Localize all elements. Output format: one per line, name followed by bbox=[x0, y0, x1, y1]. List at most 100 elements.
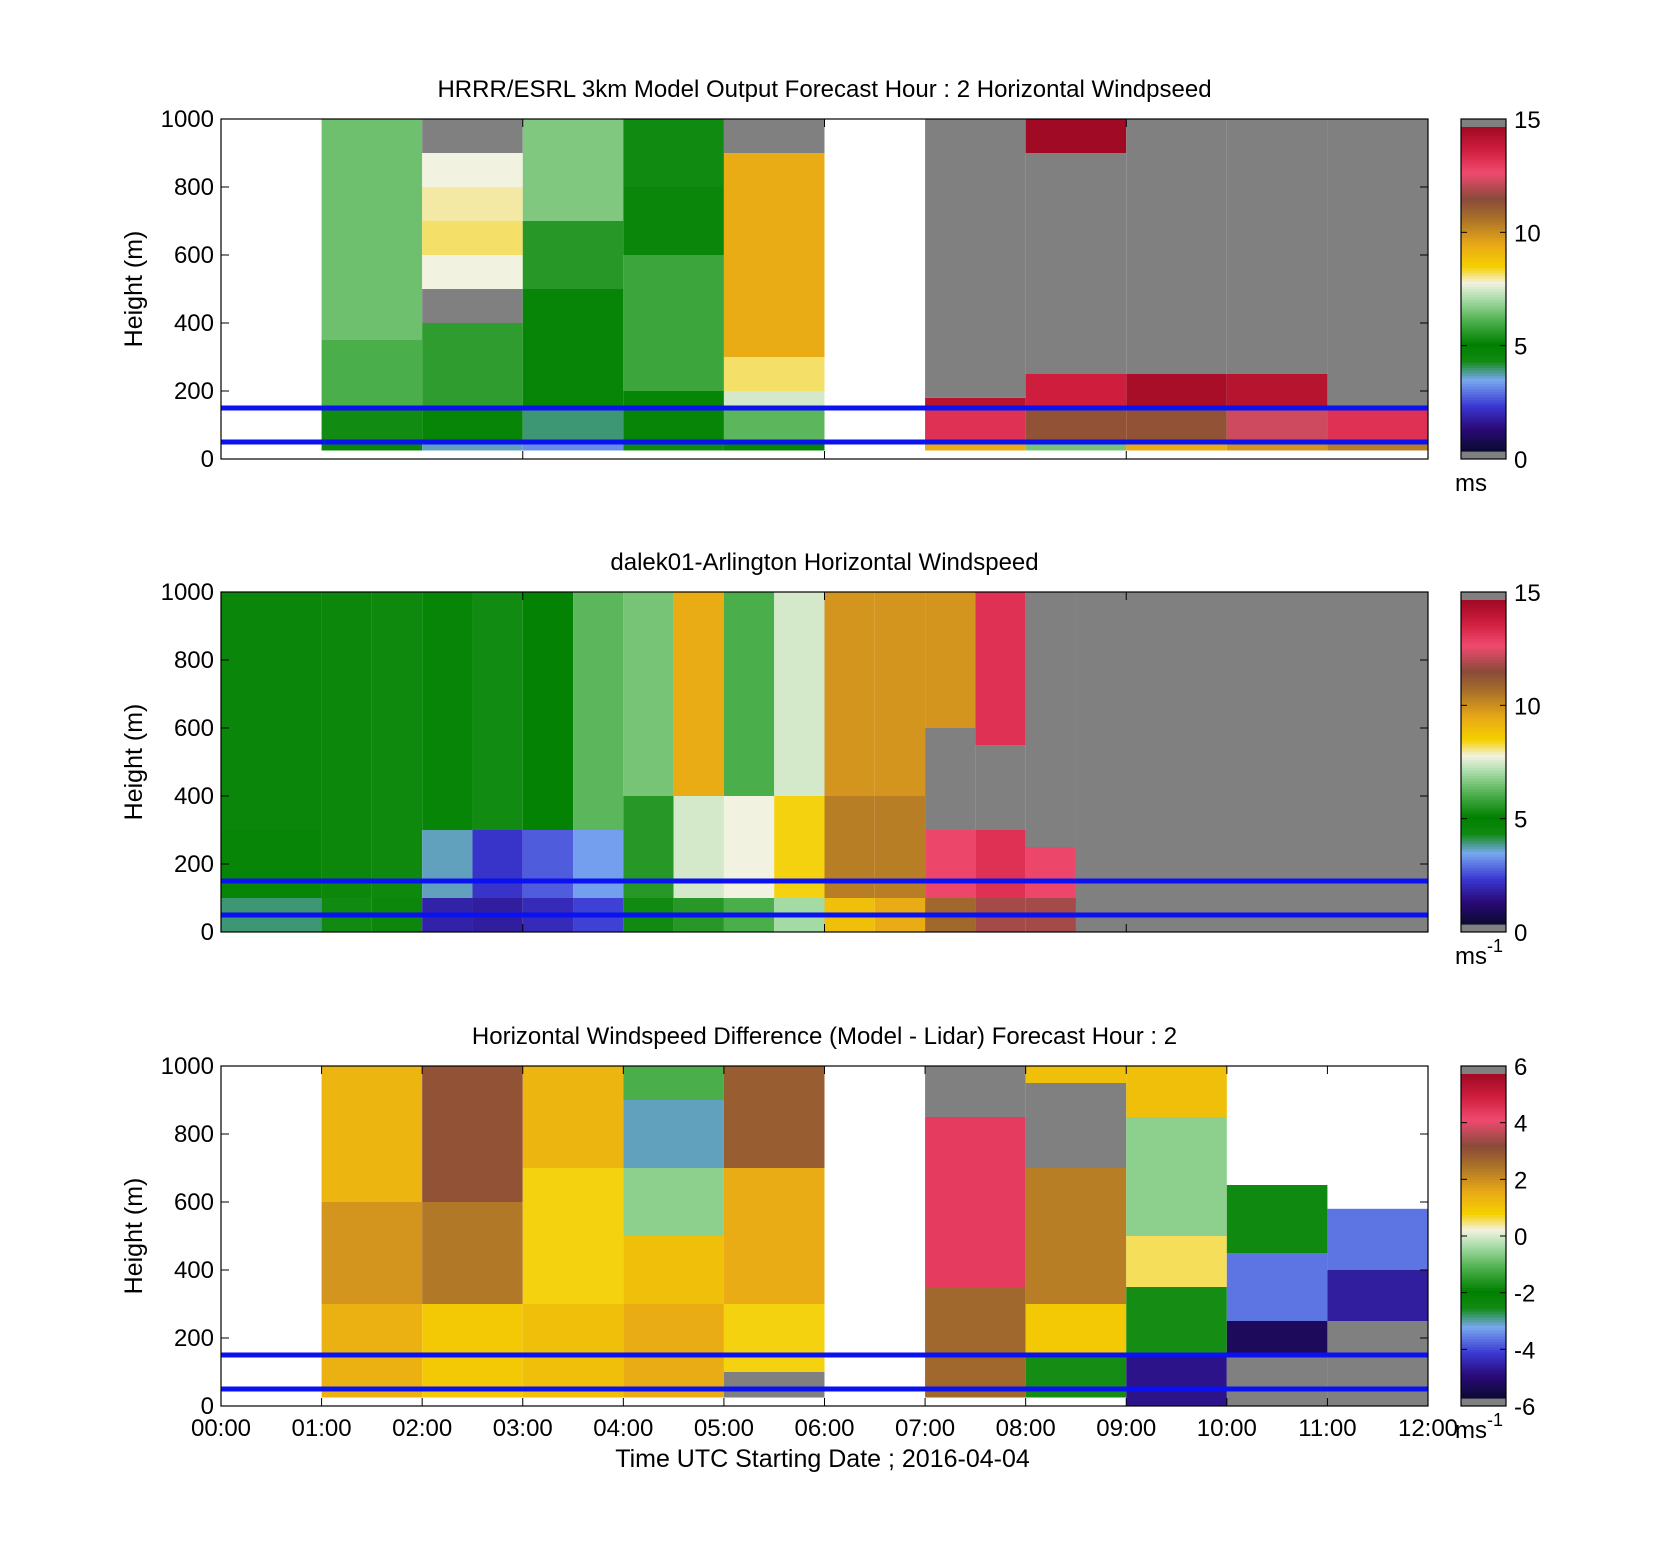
colorbar-cell bbox=[1461, 826, 1506, 831]
colorbar-cell bbox=[1461, 216, 1506, 220]
colorbar-cell bbox=[1461, 1392, 1506, 1396]
colorbar-cell bbox=[1461, 913, 1506, 917]
colorbar-cell bbox=[1461, 318, 1506, 322]
colorbar-cell bbox=[1461, 178, 1506, 182]
heatmap-cell bbox=[723, 1304, 825, 1372]
colorbar-tick-label: 10 bbox=[1514, 693, 1541, 720]
colorbar-cell bbox=[1461, 810, 1506, 814]
heatmap-cell bbox=[321, 1066, 423, 1202]
colorbar-tick-label: 0 bbox=[1514, 447, 1527, 474]
colorbar-cell bbox=[1461, 189, 1506, 193]
heatmap-cell bbox=[1226, 119, 1328, 374]
colorbar-cell bbox=[1461, 164, 1506, 169]
colorbar-cell bbox=[1461, 743, 1506, 747]
colorbar-cell bbox=[1461, 592, 1506, 600]
colorbar-cell bbox=[1461, 1365, 1506, 1369]
colorbar-cell bbox=[1461, 218, 1506, 223]
heatmap-cell bbox=[522, 442, 624, 451]
x-tick-label: 07:00 bbox=[895, 1415, 955, 1442]
colorbar-cell bbox=[1461, 1109, 1506, 1113]
colorbar-cell bbox=[1461, 1292, 1506, 1296]
colorbar-cell bbox=[1461, 410, 1506, 414]
heatmap-cell bbox=[472, 830, 523, 898]
colorbar-cell bbox=[1461, 1184, 1506, 1188]
colorbar-cell bbox=[1461, 172, 1506, 177]
colorbar-cell bbox=[1461, 1122, 1506, 1126]
colorbar-cell bbox=[1461, 1379, 1506, 1383]
colorbar-cell bbox=[1461, 600, 1506, 604]
colorbar-cell bbox=[1461, 797, 1506, 801]
colorbar-cell bbox=[1461, 302, 1506, 306]
colorbar-cell bbox=[1461, 1227, 1506, 1232]
heatmap-cell bbox=[1226, 408, 1328, 442]
heatmap-cell bbox=[1025, 153, 1127, 374]
colorbar-cell bbox=[1461, 1238, 1506, 1242]
colorbar-cell bbox=[1461, 818, 1506, 822]
colorbar-cell bbox=[1461, 359, 1506, 363]
colorbar-cell bbox=[1461, 875, 1506, 879]
heatmap-cell bbox=[1025, 374, 1127, 408]
colorbar-cell bbox=[1461, 675, 1506, 679]
heatmap-cell bbox=[723, 442, 825, 451]
colorbar-cell bbox=[1461, 697, 1506, 701]
colorbar-cell bbox=[1461, 802, 1506, 806]
y-tick-label: 0 bbox=[201, 919, 214, 946]
heatmap-cell bbox=[1226, 1253, 1328, 1321]
heatmap-cell bbox=[573, 830, 624, 898]
heatmap-cell bbox=[321, 1304, 423, 1398]
colorbar-cell bbox=[1461, 326, 1506, 331]
colorbar-cell bbox=[1461, 1236, 1506, 1240]
colorbar-cell bbox=[1461, 332, 1506, 336]
colorbar-cell bbox=[1461, 737, 1506, 741]
heatmap-cell bbox=[1327, 119, 1428, 408]
colorbar-cell bbox=[1461, 635, 1506, 639]
colorbar-cell bbox=[1461, 1249, 1506, 1253]
colorbar-cell bbox=[1461, 1381, 1506, 1386]
colorbar-cell bbox=[1461, 794, 1506, 798]
colorbar-cell bbox=[1461, 829, 1506, 833]
colorbar-tick-label: 15 bbox=[1514, 580, 1541, 607]
colorbar-cell bbox=[1461, 732, 1506, 736]
colorbar-cell bbox=[1461, 1095, 1506, 1099]
heatmap-cell bbox=[1226, 1355, 1328, 1406]
colorbar-cell bbox=[1461, 832, 1506, 836]
colorbar-cell bbox=[1461, 691, 1506, 696]
heatmap-cell bbox=[1025, 119, 1127, 153]
colorbar-cell bbox=[1461, 689, 1506, 693]
heatmap-cell bbox=[221, 592, 322, 830]
colorbar-cell bbox=[1461, 434, 1506, 439]
colorbar-cell bbox=[1461, 1190, 1506, 1194]
colorbar-cell bbox=[1461, 1327, 1506, 1332]
colorbar-cell bbox=[1461, 888, 1506, 893]
heatmap-cell bbox=[522, 1168, 624, 1304]
y-tick-label: 0 bbox=[201, 446, 214, 473]
y-tick-label: 800 bbox=[174, 174, 214, 201]
heatmap-cell bbox=[673, 592, 724, 796]
heatmap-cell bbox=[1126, 374, 1227, 408]
y-tick-label: 1000 bbox=[161, 579, 214, 606]
colorbar-cell bbox=[1461, 262, 1506, 266]
colorbar-unit: ms-1 bbox=[1455, 936, 1503, 970]
colorbar-frame bbox=[1460, 118, 1507, 460]
colorbar-cell bbox=[1461, 724, 1506, 728]
colorbar-cell bbox=[1461, 251, 1506, 255]
colorbar-cell bbox=[1461, 1114, 1506, 1118]
colorbar-cell bbox=[1461, 621, 1506, 625]
panel-title: Horizontal Windspeed Difference (Model -… bbox=[472, 1023, 1177, 1050]
colorbar-cell bbox=[1461, 156, 1506, 160]
colorbar-cell bbox=[1461, 894, 1506, 898]
heatmap-cell bbox=[573, 592, 624, 830]
heatmap-cell bbox=[623, 119, 724, 187]
colorbar-cell bbox=[1461, 1371, 1506, 1375]
colorbar-cell bbox=[1461, 710, 1506, 714]
colorbar-cell bbox=[1461, 748, 1506, 752]
x-tick-label: 02:00 bbox=[392, 1415, 452, 1442]
colorbar-cell bbox=[1461, 891, 1506, 895]
colorbar-cell bbox=[1461, 616, 1506, 620]
colorbar-cell bbox=[1461, 119, 1506, 127]
colorbar-cell bbox=[1461, 702, 1506, 706]
colorbar-tick-label: 0 bbox=[1514, 920, 1527, 947]
colorbar-cell bbox=[1461, 1157, 1506, 1161]
colorbar-cell bbox=[1461, 440, 1506, 444]
